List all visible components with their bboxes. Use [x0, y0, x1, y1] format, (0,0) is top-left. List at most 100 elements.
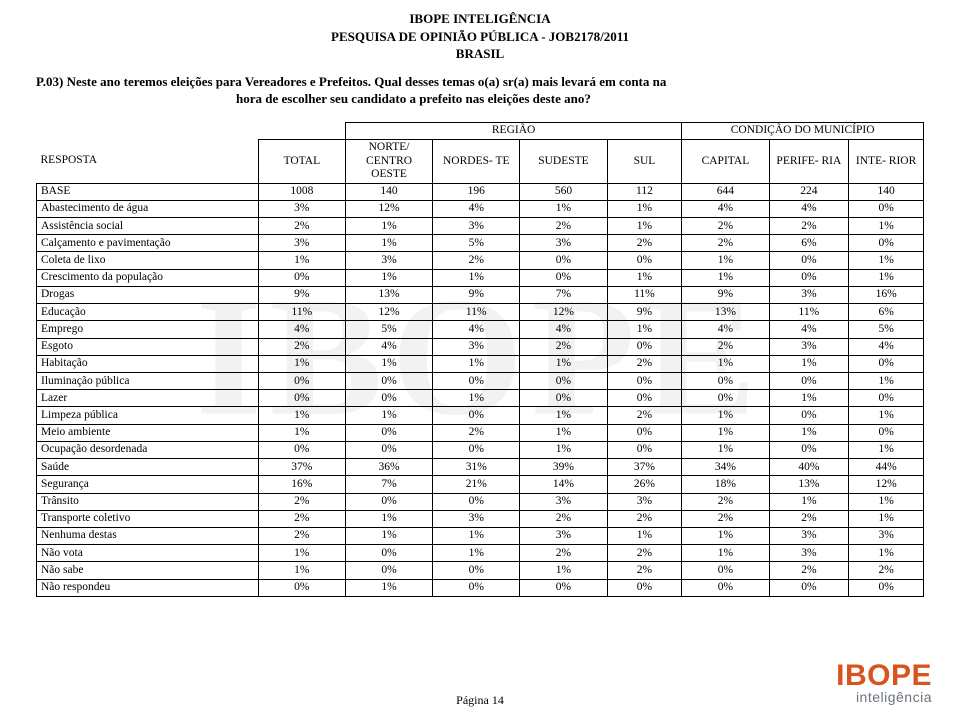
cell-value: 1%	[433, 527, 520, 544]
cell-value: 1%	[258, 355, 345, 372]
cell-value: 0%	[682, 390, 769, 407]
cell-value: 1%	[520, 424, 607, 441]
table-row: Ocupação desordenada0%0%0%1%0%1%0%1%	[37, 441, 924, 458]
cell-value: 26%	[607, 476, 682, 493]
cell-value: 34%	[682, 459, 769, 476]
cell-value: 140	[345, 183, 432, 200]
table-row: Abastecimento de água3%12%4%1%1%4%4%0%	[37, 200, 924, 217]
col-header-resposta: RESPOSTA	[37, 139, 259, 183]
cell-value: 1%	[607, 218, 682, 235]
cell-value: 0%	[849, 390, 924, 407]
cell-value: 0%	[258, 269, 345, 286]
cell-value: 1%	[345, 218, 432, 235]
cell-value: 44%	[849, 459, 924, 476]
cell-value: 0%	[520, 252, 607, 269]
cell-value: 0%	[607, 441, 682, 458]
cell-value: 1%	[849, 441, 924, 458]
cell-value: 0%	[607, 252, 682, 269]
cell-value: 1%	[607, 527, 682, 544]
col-header: TOTAL	[258, 139, 345, 183]
cell-value: 9%	[433, 286, 520, 303]
cell-value: 0%	[607, 338, 682, 355]
row-label: Iluminação pública	[37, 373, 259, 390]
cell-value: 0%	[849, 200, 924, 217]
cell-value: 0%	[520, 390, 607, 407]
cell-value: 0%	[345, 493, 432, 510]
cell-value: 1%	[520, 200, 607, 217]
cell-value: 196	[433, 183, 520, 200]
cell-value: 2%	[682, 510, 769, 527]
row-label: Saúde	[37, 459, 259, 476]
row-label: Esgoto	[37, 338, 259, 355]
cell-value: 40%	[769, 459, 849, 476]
cell-value: 0%	[520, 269, 607, 286]
cell-value: 2%	[258, 527, 345, 544]
table-row: Habitação1%1%1%1%2%1%1%0%	[37, 355, 924, 372]
row-label: Transporte coletivo	[37, 510, 259, 527]
row-label: Não vota	[37, 545, 259, 562]
cell-value: 39%	[520, 459, 607, 476]
cell-value: 2%	[682, 218, 769, 235]
table-row: Assistência social2%1%3%2%1%2%2%1%	[37, 218, 924, 235]
cell-value: 2%	[682, 493, 769, 510]
cell-value: 1%	[258, 545, 345, 562]
cell-value: 3%	[769, 527, 849, 544]
cell-value: 3%	[520, 493, 607, 510]
cell-value: 4%	[258, 321, 345, 338]
cell-value: 0%	[433, 562, 520, 579]
table-row: Não respondeu0%1%0%0%0%0%0%0%	[37, 579, 924, 596]
cell-value: 6%	[849, 304, 924, 321]
cell-value: 1%	[849, 510, 924, 527]
cell-value: 2%	[258, 338, 345, 355]
cell-value: 3%	[345, 252, 432, 269]
cell-value: 0%	[849, 355, 924, 372]
cell-value: 5%	[345, 321, 432, 338]
row-label: Coleta de lixo	[37, 252, 259, 269]
cell-value: 1%	[258, 252, 345, 269]
table-row: Meio ambiente1%0%2%1%0%1%1%0%	[37, 424, 924, 441]
cell-value: 1%	[433, 545, 520, 562]
cell-value: 0%	[520, 579, 607, 596]
cell-value: 18%	[682, 476, 769, 493]
cell-value: 11%	[769, 304, 849, 321]
col-header: INTE- RIOR	[849, 139, 924, 183]
logo-text-big: IBOPE	[836, 662, 932, 691]
cell-value: 7%	[345, 476, 432, 493]
cell-value: 0%	[258, 373, 345, 390]
cell-value: 224	[769, 183, 849, 200]
cell-value: 2%	[607, 545, 682, 562]
cell-value: 1%	[682, 545, 769, 562]
group-header-row: REGIÃO CONDIÇÃO DO MUNICÍPIO	[37, 122, 924, 139]
cell-value: 4%	[769, 321, 849, 338]
cell-value: 2%	[520, 510, 607, 527]
cell-value: 0%	[345, 545, 432, 562]
row-label: Meio ambiente	[37, 424, 259, 441]
cell-value: 2%	[433, 424, 520, 441]
header-line-3: BRASIL	[36, 45, 924, 63]
cell-value: 4%	[433, 200, 520, 217]
cell-value: 14%	[520, 476, 607, 493]
question-line-2: hora de escolher seu candidato a prefeit…	[36, 90, 924, 108]
cell-value: 3%	[433, 218, 520, 235]
cell-value: 1%	[849, 545, 924, 562]
row-label: Segurança	[37, 476, 259, 493]
cell-value: 4%	[520, 321, 607, 338]
cell-value: 3%	[769, 545, 849, 562]
cell-value: 1%	[433, 355, 520, 372]
cell-value: 0%	[769, 373, 849, 390]
logo-text-small: inteligência	[836, 691, 932, 704]
cell-value: 0%	[769, 252, 849, 269]
row-label: Assistência social	[37, 218, 259, 235]
cell-value: 0%	[345, 373, 432, 390]
column-header-row: RESPOSTATOTALNORTE/ CENTRO OESTENORDES- …	[37, 139, 924, 183]
cell-value: 1%	[849, 493, 924, 510]
cell-value: 12%	[520, 304, 607, 321]
col-header: CAPITAL	[682, 139, 769, 183]
table-row: Coleta de lixo1%3%2%0%0%1%0%1%	[37, 252, 924, 269]
cell-value: 4%	[433, 321, 520, 338]
cell-value: 1%	[345, 407, 432, 424]
cell-value: 4%	[682, 321, 769, 338]
cell-value: 1%	[682, 527, 769, 544]
cell-value: 2%	[607, 562, 682, 579]
cell-value: 0%	[258, 390, 345, 407]
